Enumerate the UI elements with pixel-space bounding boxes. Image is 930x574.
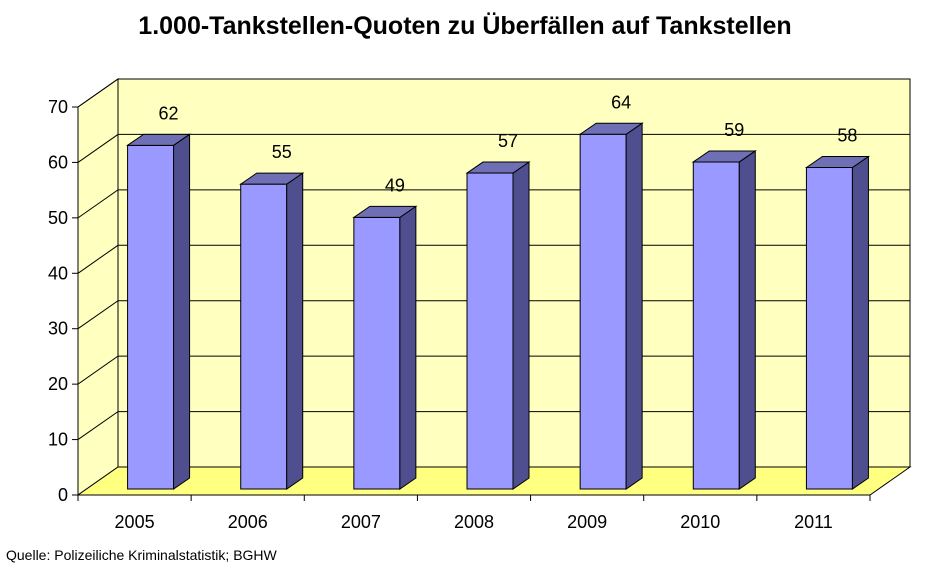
side-wall — [77, 78, 119, 496]
chart-title: 1.000-Tankstellen-Quoten zu Überfällen a… — [138, 12, 792, 40]
gridline — [77, 244, 910, 274]
data-label: 55 — [272, 142, 292, 162]
x-tick-label: 2009 — [567, 512, 607, 532]
bar — [691, 150, 757, 490]
bar-top — [125, 133, 192, 146]
bar-side — [625, 122, 643, 490]
data-labels: 62 55 49 57 64 59 58 — [159, 92, 858, 195]
bar-top — [578, 122, 644, 135]
y-tick-label: 60 — [48, 152, 68, 172]
gridline — [77, 355, 910, 385]
gridline — [77, 411, 910, 440]
gridline — [77, 133, 910, 163]
bars — [125, 122, 871, 490]
bar-front — [579, 133, 627, 490]
data-label: 64 — [611, 92, 631, 112]
bar — [239, 172, 305, 490]
data-label: 59 — [724, 120, 744, 140]
bar-front — [466, 172, 514, 490]
x-tick-label: 2005 — [115, 512, 155, 532]
x-axis: 2005 2006 2007 2008 2009 2010 2011 — [77, 494, 871, 532]
y-tick-label: 20 — [48, 374, 68, 394]
bar-side — [851, 155, 869, 490]
gridline — [77, 78, 910, 108]
x-tick-label: 2010 — [680, 512, 720, 532]
y-tick-label: 70 — [48, 97, 68, 117]
gridline — [77, 189, 910, 219]
y-tick-label: 10 — [48, 430, 68, 450]
bar — [465, 161, 531, 490]
bar-top — [804, 156, 871, 169]
x-tick-label: 2011 — [794, 512, 833, 532]
bar-front — [127, 144, 175, 490]
bar-side — [286, 172, 304, 490]
x-tick-label: 2006 — [228, 512, 268, 532]
gridlines — [77, 78, 910, 440]
data-label: 62 — [159, 103, 179, 123]
source-note: Quelle: Polizeiliche Kriminalstatistik; … — [6, 547, 277, 563]
x-tick-label: 2007 — [341, 512, 381, 532]
bar-front — [805, 167, 853, 490]
bar-side — [399, 205, 417, 490]
data-label: 57 — [498, 131, 518, 151]
bar-front — [240, 183, 288, 490]
gridline — [77, 300, 910, 330]
bar-front — [692, 161, 740, 490]
bar-top — [352, 205, 418, 218]
bar-side — [738, 150, 756, 490]
y-tick-label: 50 — [48, 208, 68, 228]
y-tick-label: 0 — [58, 485, 68, 505]
data-label: 58 — [837, 126, 857, 146]
bar-top — [465, 161, 531, 174]
bar-top — [691, 150, 757, 163]
y-axis: 0 10 20 30 40 50 60 70 — [48, 97, 79, 505]
y-tick-label: 40 — [48, 263, 68, 283]
bar-top — [239, 172, 305, 185]
data-label: 49 — [385, 175, 405, 195]
bar-side — [512, 161, 530, 490]
bar — [125, 133, 192, 490]
y-tick-label: 30 — [48, 319, 68, 339]
bar-front — [353, 216, 401, 490]
bar — [578, 122, 644, 490]
bar — [352, 205, 418, 490]
x-tick-label: 2008 — [454, 512, 494, 532]
bar-side — [173, 133, 191, 490]
bar — [804, 155, 871, 490]
